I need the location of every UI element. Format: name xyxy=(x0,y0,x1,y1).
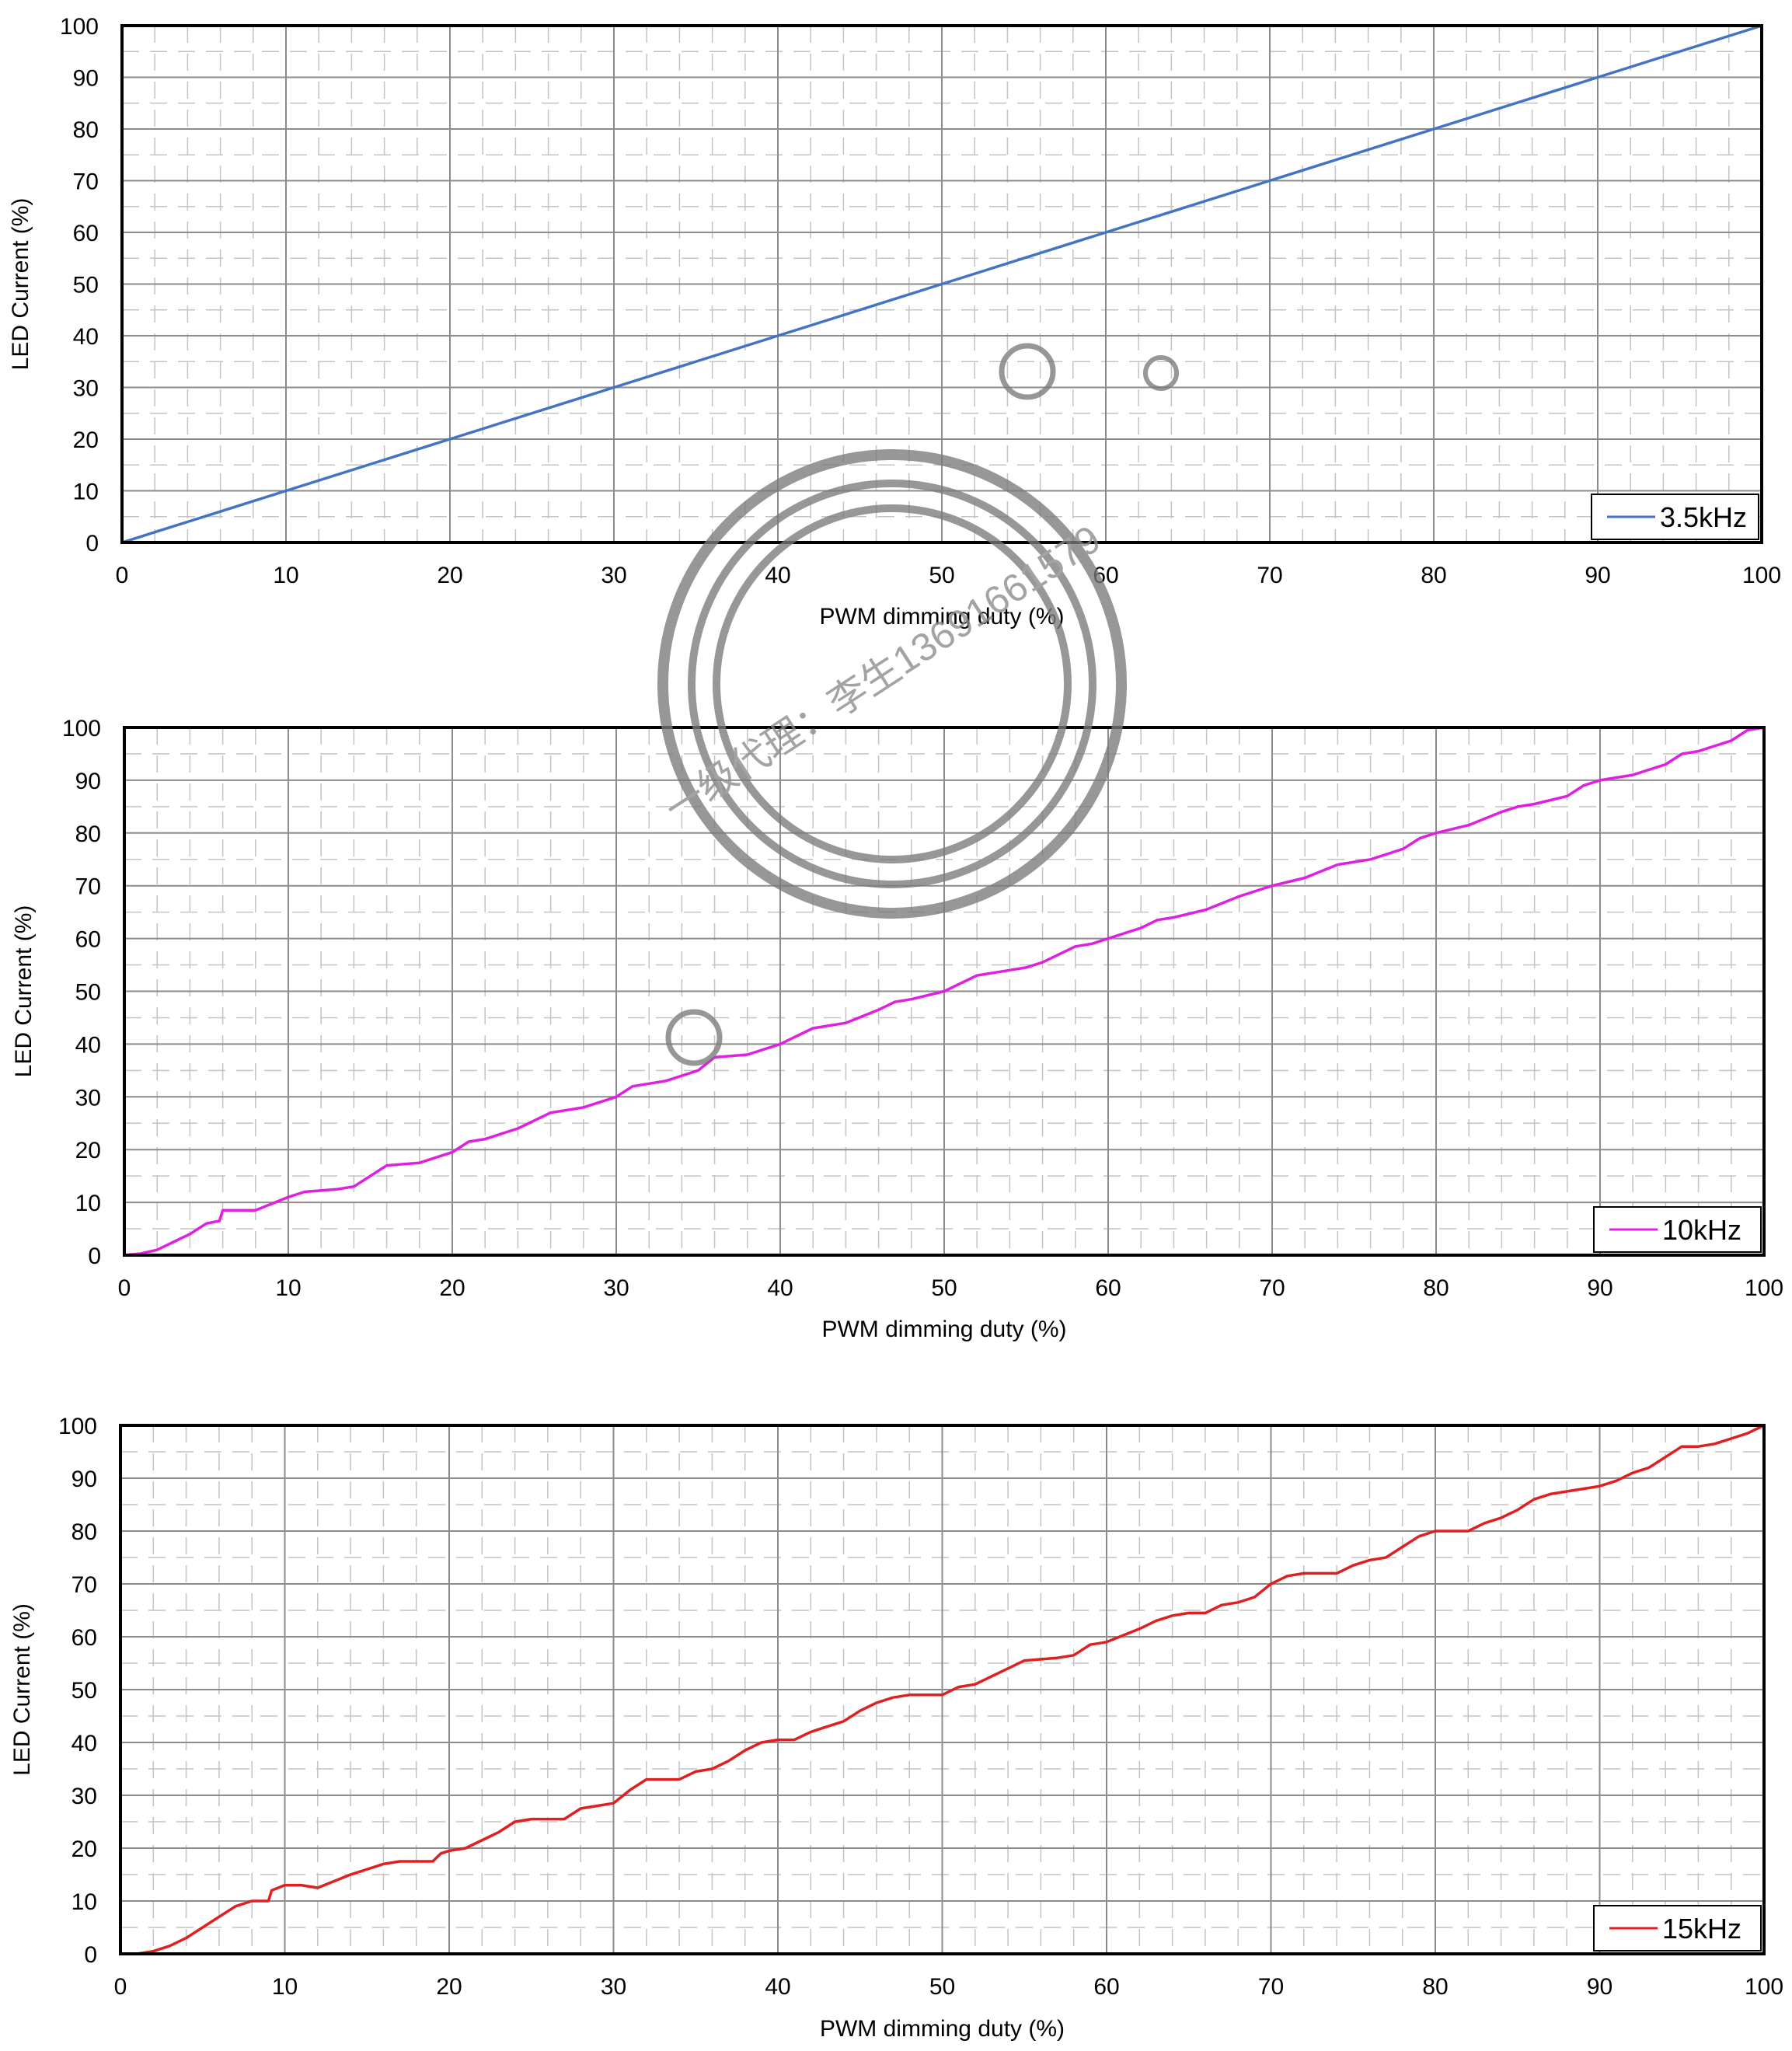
y-tick-label: 40 xyxy=(73,324,99,350)
x-tick-label: 60 xyxy=(1093,1974,1119,2000)
x-tick-label: 70 xyxy=(1258,1974,1284,2000)
x-tick-label: 90 xyxy=(1587,1275,1612,1301)
x-tick-label: 10 xyxy=(275,1275,301,1301)
y-tick-label: 30 xyxy=(75,1085,101,1111)
watermark-small-ring-b xyxy=(1143,355,1179,391)
y-tick-label: 80 xyxy=(71,1519,97,1545)
x-tick-label: 80 xyxy=(1421,563,1446,588)
x-tick-label: 90 xyxy=(1585,563,1610,588)
y-tick-label: 60 xyxy=(71,1625,97,1651)
chart-panel-1: 0 10 20 30 40 50 60 70 80 90 100010203040506070809… xyxy=(8,14,1781,630)
x-tick-label: 70 xyxy=(1259,1275,1285,1301)
y-tick-label: 40 xyxy=(75,1032,101,1058)
x-tick-label: 30 xyxy=(601,1974,626,2000)
y-tick-label: 40 xyxy=(71,1731,97,1756)
y-tick-label: 20 xyxy=(71,1836,97,1862)
x-tick-label: 40 xyxy=(765,563,790,588)
y-tick-label: 100 xyxy=(58,1414,97,1439)
x-axis-title: PWM dimming duty (%) xyxy=(819,604,1064,630)
x-tick-label: 30 xyxy=(603,1275,629,1301)
y-tick-label: 20 xyxy=(73,427,99,453)
y-tick-label: 10 xyxy=(71,1889,97,1915)
watermark-outer-ring xyxy=(657,449,1127,919)
y-tick-label: 0 xyxy=(88,1244,101,1269)
y-tick-label: 70 xyxy=(71,1572,97,1598)
y-axis-title: LED Current (%) xyxy=(11,905,37,1078)
y-tick-label: 10 xyxy=(75,1191,101,1216)
x-tick-label: 0 xyxy=(118,1275,131,1301)
x-tick-label: 80 xyxy=(1422,1974,1448,2000)
x-tick-label: 20 xyxy=(436,1974,462,2000)
x-tick-label: 0 xyxy=(114,1974,127,2000)
y-axis-title: LED Current (%) xyxy=(9,1603,35,1776)
y-tick-label: 50 xyxy=(71,1678,97,1704)
plot-frame xyxy=(120,24,1763,544)
y-tick-label: 90 xyxy=(71,1467,97,1492)
y-tick-label: 50 xyxy=(73,273,99,298)
x-tick-label: 70 xyxy=(1257,563,1282,588)
x-tick-label: 50 xyxy=(929,1974,955,2000)
x-tick-label: 40 xyxy=(765,1974,790,2000)
x-tick-label: 90 xyxy=(1587,1974,1612,2000)
watermark-middle-ring xyxy=(688,480,1096,888)
legend: 3.5kHz xyxy=(1591,494,1759,540)
series-line-3.5kHz xyxy=(121,24,1762,544)
y-tick-label: 20 xyxy=(75,1138,101,1163)
y-tick-label: 100 xyxy=(60,14,99,40)
y-tick-label: 50 xyxy=(75,980,101,1006)
plot-frame xyxy=(119,1424,1766,1955)
y-tick-label: 70 xyxy=(75,874,101,900)
major-gridlines xyxy=(120,1425,1764,1954)
x-tick-label: 100 xyxy=(1745,1974,1783,2000)
y-tick-label: 30 xyxy=(71,1784,97,1809)
y-tick-label: 60 xyxy=(73,221,99,246)
x-tick-label: 10 xyxy=(272,1974,298,2000)
y-tick-label: 60 xyxy=(75,927,101,953)
charts-group: 0 10 20 30 40 50 60 70 80 90 100010203040506070809… xyxy=(8,14,1783,2042)
major-gridlines xyxy=(122,26,1762,542)
y-tick-label: 30 xyxy=(73,376,99,402)
x-tick-label: 100 xyxy=(1742,563,1781,588)
series-line-15kHz xyxy=(120,1424,1765,1955)
x-tick-label: 0 xyxy=(116,563,129,588)
x-tick-label: 60 xyxy=(1095,1275,1121,1301)
y-tick-label: 100 xyxy=(62,716,101,741)
watermark-inner-ring xyxy=(713,504,1072,863)
x-axis-title: PWM dimming duty (%) xyxy=(821,1317,1066,1342)
watermark-stamp: 一级代理：李生13691661579 xyxy=(657,343,1179,1066)
y-tick-label: 80 xyxy=(75,821,101,847)
legend: 10kHz xyxy=(1593,1206,1762,1253)
legend-label: 10kHz xyxy=(1662,1214,1741,1246)
x-tick-label: 50 xyxy=(929,563,954,588)
x-tick-label: 50 xyxy=(931,1275,957,1301)
y-tick-label: 70 xyxy=(73,169,99,195)
x-axis-title: PWM dimming duty (%) xyxy=(820,2016,1065,2042)
x-tick-label: 30 xyxy=(601,563,626,588)
x-tick-label: 80 xyxy=(1423,1275,1449,1301)
plot-frame xyxy=(123,726,1766,1257)
x-tick-label: 100 xyxy=(1745,1275,1783,1301)
y-tick-label: 0 xyxy=(84,1942,97,1968)
legend-label: 15kHz xyxy=(1662,1913,1741,1945)
watermark-small-ring-a xyxy=(999,343,1056,400)
y-tick-label: 90 xyxy=(73,66,99,92)
x-tick-label: 20 xyxy=(439,1275,465,1301)
y-tick-label: 80 xyxy=(73,117,99,143)
series-line-10kHz xyxy=(124,726,1765,1257)
y-tick-label: 90 xyxy=(75,769,101,794)
legend-label: 3.5kHz xyxy=(1660,501,1747,533)
chart-panel-2: 0 10 20 30 40 50 60 70 80 90 100 0 10 20 30 40 50 60 70 80 9… xyxy=(11,716,1783,1342)
y-axis-title: LED Current (%) xyxy=(8,198,33,371)
x-tick-label: 20 xyxy=(437,563,462,588)
legend: 15kHz xyxy=(1593,1905,1762,1952)
y-tick-label: 0 xyxy=(85,531,99,556)
watermark-small-ring-c xyxy=(665,1009,723,1066)
x-tick-label: 40 xyxy=(767,1275,793,1301)
chart-panel-3: 0 10 20 30 40 50 60 70 80 90 100 0 10 20 30 40 50 60 70 80 9… xyxy=(9,1414,1783,2042)
y-tick-label: 10 xyxy=(73,480,99,505)
x-tick-label: 10 xyxy=(273,563,298,588)
